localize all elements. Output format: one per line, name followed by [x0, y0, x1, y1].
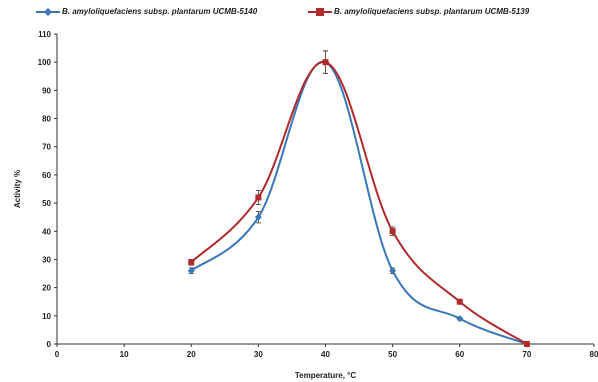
plot-area — [187, 50, 531, 348]
x-tick-label: 70 — [522, 350, 531, 359]
y-tick-label: 90 — [42, 86, 51, 95]
legend-label-series-1: B. amyloliquefaciens subsp. plantarum UC… — [62, 7, 258, 16]
legend: B. amyloliquefaciens subsp. plantarum UC… — [36, 5, 596, 21]
legend-marker-series-2 — [308, 8, 332, 16]
y-tick-label: 10 — [42, 312, 51, 321]
y-tick-label: 60 — [42, 171, 51, 180]
y-tick-label: 50 — [42, 199, 51, 208]
x-axis-title: Temperature, °C — [295, 371, 357, 380]
data-point — [188, 259, 195, 266]
data-point — [523, 341, 530, 347]
y-tick-label: 0 — [47, 340, 52, 349]
series-1 — [187, 50, 531, 348]
legend-label-series-2: B. amyloliquefaciens subsp. plantarum UC… — [334, 7, 530, 16]
data-point — [389, 267, 397, 275]
y-tick-label: 80 — [42, 115, 51, 124]
y-tick-label: 110 — [38, 30, 51, 39]
x-tick-label: 0 — [55, 350, 60, 359]
x-tick-label: 80 — [590, 350, 598, 359]
data-point — [255, 194, 262, 201]
legend-marker-series-1 — [36, 8, 60, 16]
x-tick-label: 40 — [321, 350, 330, 359]
y-tick-label: 100 — [38, 58, 52, 67]
data-point — [456, 315, 464, 323]
y-tick-label: 30 — [42, 255, 51, 264]
data-point — [322, 59, 329, 66]
series-2 — [188, 50, 530, 347]
y-tick-label: 20 — [42, 284, 51, 293]
y-tick-label: 40 — [42, 227, 51, 236]
data-point — [187, 267, 195, 275]
data-point — [254, 213, 262, 221]
x-tick-label: 30 — [254, 350, 263, 359]
x-tick-label: 60 — [455, 350, 464, 359]
x-tick-label: 10 — [120, 350, 129, 359]
data-point — [456, 298, 463, 305]
y-tick-label: 70 — [42, 143, 51, 152]
series-2-line — [190, 61, 528, 345]
series-1-line — [190, 61, 528, 345]
tick-labels: 0 10 20 30 40 50 60 70 80 90 100 110 0 10 20 30 40 50 60 70… — [38, 30, 598, 359]
x-tick-label: 20 — [187, 350, 196, 359]
data-point — [389, 228, 396, 235]
x-tick-label: 50 — [388, 350, 397, 359]
axes — [54, 33, 595, 347]
y-axis-title: Activity % — [13, 170, 22, 208]
